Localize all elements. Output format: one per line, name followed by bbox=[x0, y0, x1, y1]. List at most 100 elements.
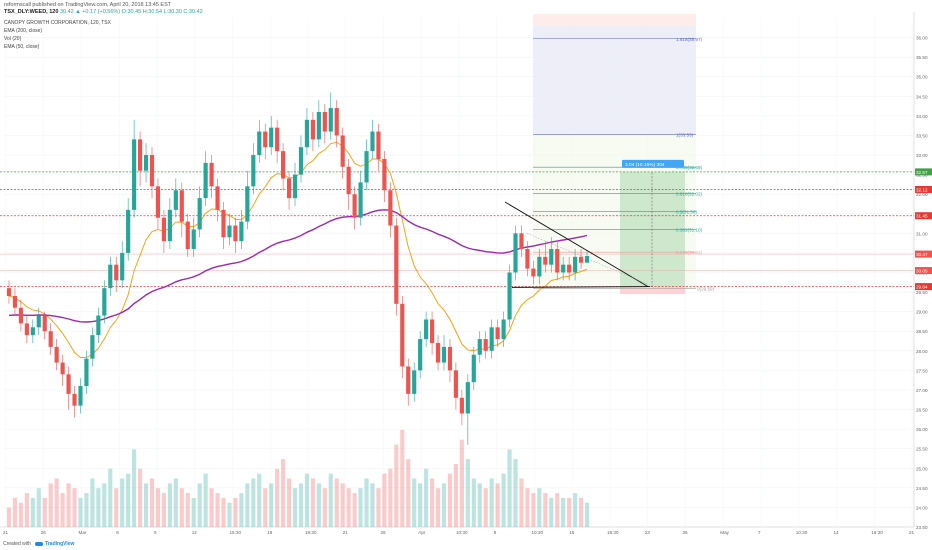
time-tick-label: 26 bbox=[683, 530, 689, 535]
price-tick-label: 35.50 bbox=[916, 55, 928, 60]
candle-body bbox=[24, 323, 29, 336]
volume-bar bbox=[30, 497, 35, 527]
volume-bar bbox=[167, 483, 172, 527]
candle-body bbox=[281, 151, 286, 179]
candle-body bbox=[245, 186, 250, 222]
candle-body bbox=[304, 119, 310, 148]
candle-body bbox=[197, 198, 202, 230]
candle-body bbox=[507, 272, 512, 320]
time-tick-label: 21 bbox=[3, 530, 9, 535]
volume-bar bbox=[66, 483, 71, 527]
volume-bar bbox=[573, 493, 578, 527]
time-tick-label: 16 bbox=[267, 530, 273, 535]
volume-bar bbox=[126, 473, 131, 527]
candle-body bbox=[489, 327, 494, 351]
price-tick-label: 25.50 bbox=[916, 447, 928, 452]
price-badge-text: 30.05 bbox=[916, 269, 928, 274]
price-tick-label: 28.50 bbox=[916, 329, 928, 334]
volume-bar bbox=[191, 497, 196, 527]
candle-body bbox=[447, 346, 453, 371]
price-tick-label: 33.00 bbox=[916, 153, 928, 158]
volume-bar bbox=[185, 493, 190, 527]
candle-body bbox=[429, 319, 435, 343]
candle-body bbox=[84, 358, 89, 387]
price-level-badge-text: 31.45 bbox=[916, 214, 928, 219]
price-badge bbox=[915, 250, 932, 258]
candle-body bbox=[221, 209, 226, 238]
volume-bar bbox=[90, 478, 95, 527]
candle-body bbox=[346, 166, 351, 195]
volume-bar bbox=[48, 483, 53, 527]
price-tick-label: 29.00 bbox=[916, 310, 928, 315]
fib-level-label: 0.236(30.52) bbox=[676, 250, 703, 255]
volume-bar bbox=[292, 488, 298, 527]
candle-body bbox=[578, 256, 584, 263]
volume-bar bbox=[155, 488, 161, 527]
stop-zone bbox=[620, 286, 685, 295]
volume-bar bbox=[197, 483, 202, 527]
candle-body bbox=[465, 382, 470, 414]
volume-bar bbox=[435, 488, 441, 527]
time-tick-label: 21 bbox=[909, 530, 915, 535]
volume-bar bbox=[334, 478, 339, 527]
indicator-ema50-label[interactable]: EMA (50, close) bbox=[4, 44, 40, 50]
volume-bar bbox=[304, 473, 310, 527]
time-tick-label: Mar bbox=[79, 530, 87, 535]
fib-top-band bbox=[533, 14, 696, 26]
fib-level-label: 0.786(32.69) bbox=[676, 165, 703, 170]
indicator-vol-label[interactable]: Vol (20) bbox=[4, 36, 22, 42]
candle-body bbox=[126, 209, 131, 253]
candle-body bbox=[269, 127, 274, 148]
time-tick-label: 6 bbox=[116, 530, 119, 535]
candle-body bbox=[286, 178, 292, 199]
candle-body bbox=[108, 264, 113, 289]
volume-bar bbox=[358, 488, 363, 527]
volume-bar bbox=[501, 473, 506, 527]
candle-body bbox=[78, 386, 83, 406]
candle-body bbox=[477, 339, 482, 355]
volume-bar bbox=[370, 483, 375, 527]
price-tick-label: 24.50 bbox=[916, 486, 928, 491]
candle-body bbox=[54, 346, 59, 363]
volume-bar bbox=[120, 478, 125, 527]
candle-body bbox=[36, 315, 41, 328]
volume-bar bbox=[441, 483, 447, 527]
volume-bar bbox=[6, 507, 12, 527]
volume-bar bbox=[161, 493, 167, 527]
volume-bar bbox=[54, 478, 59, 527]
tradingview-logo-icon bbox=[35, 541, 44, 546]
footer-branding: Created with TradingView bbox=[3, 541, 74, 547]
volume-bar bbox=[221, 497, 226, 527]
price-tick-label: 25.00 bbox=[916, 466, 928, 471]
time-tick-label: 16:30 bbox=[871, 530, 883, 535]
price-tick-label: 31.00 bbox=[916, 231, 928, 236]
price-tick-label: 35.00 bbox=[916, 75, 928, 80]
footer-brand[interactable]: TradingView bbox=[45, 541, 75, 547]
candle-body bbox=[334, 108, 339, 136]
volume-bar bbox=[412, 478, 417, 527]
volume-bar bbox=[227, 502, 232, 527]
candle-body bbox=[155, 186, 161, 218]
volume-bar bbox=[447, 473, 453, 527]
candle-body bbox=[120, 252, 125, 281]
candle-body bbox=[18, 307, 23, 324]
candle-body bbox=[483, 339, 488, 351]
indicator-ema200-label[interactable]: EMA (200, close) bbox=[4, 28, 43, 34]
symbol-name: TSX_DLY:WEED, 120 bbox=[4, 9, 59, 15]
time-tick-label: 23 bbox=[645, 530, 651, 535]
volume-bar bbox=[459, 439, 464, 527]
volume-bar bbox=[364, 478, 369, 527]
volume-bar bbox=[251, 478, 256, 527]
candle-body bbox=[275, 127, 280, 152]
price-level-badge bbox=[915, 283, 932, 291]
time-tick-label: 14 bbox=[834, 530, 840, 535]
candle-body bbox=[209, 162, 214, 187]
candle-body bbox=[292, 174, 298, 199]
volume-bar bbox=[281, 459, 286, 527]
time-tick-label: 26 bbox=[381, 530, 387, 535]
volume-bar bbox=[322, 488, 327, 527]
volume-bar bbox=[179, 488, 184, 527]
volume-bar bbox=[78, 497, 83, 527]
volume-bar bbox=[489, 478, 494, 527]
